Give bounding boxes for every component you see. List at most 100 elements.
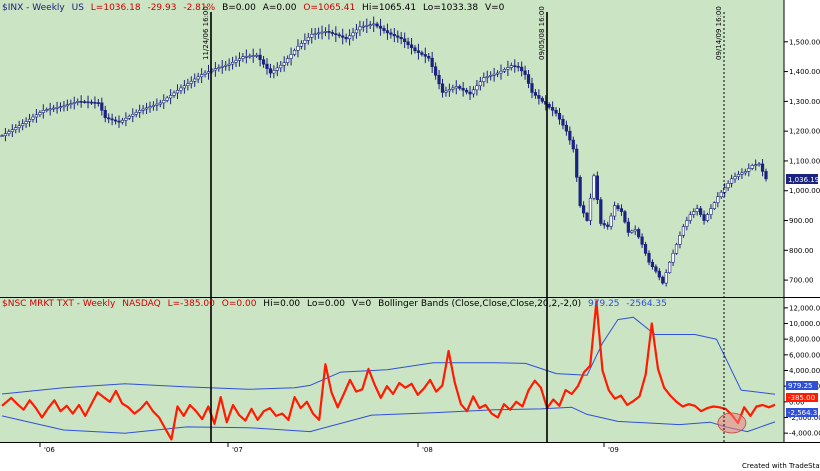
price-y-tick-label: 1,300.00 bbox=[789, 98, 820, 106]
price-candle-body bbox=[609, 215, 613, 227]
price-candle-body bbox=[657, 270, 661, 278]
price-candle-body bbox=[444, 90, 448, 93]
price-candle-body bbox=[7, 131, 11, 134]
price-candle-body bbox=[440, 83, 445, 93]
price-candle-body bbox=[513, 65, 517, 67]
price-candle-body bbox=[317, 32, 321, 35]
price-candle-body bbox=[323, 31, 328, 33]
price-candle-body bbox=[38, 112, 42, 116]
price-candle-body bbox=[58, 106, 63, 108]
price-candle-body bbox=[296, 45, 300, 51]
price-candle-body bbox=[754, 164, 758, 166]
price-candle-body bbox=[14, 127, 18, 130]
x-tick-label: '09 bbox=[608, 446, 619, 454]
price-candle-body bbox=[712, 202, 716, 209]
price-candle-body bbox=[699, 208, 703, 215]
price-candle-body bbox=[193, 78, 197, 82]
price-candle-body bbox=[358, 26, 362, 31]
price-candle-body bbox=[688, 214, 692, 221]
price-candle-body bbox=[69, 103, 73, 106]
price-candle-body bbox=[361, 25, 365, 28]
price-candle-body bbox=[523, 70, 527, 75]
price-candle-body bbox=[630, 230, 634, 233]
osc-upper-tag bbox=[786, 381, 818, 390]
price-candle-body bbox=[158, 102, 162, 105]
price-candle-body bbox=[716, 196, 720, 203]
price-candle-body bbox=[234, 60, 238, 63]
price-candle-body bbox=[292, 50, 297, 55]
price-candle-body bbox=[403, 38, 407, 43]
price-candle-body bbox=[251, 55, 255, 57]
price-candle-body bbox=[678, 235, 682, 245]
price-candle-body bbox=[557, 112, 562, 120]
price-candle-body bbox=[127, 115, 131, 119]
osc-study-name: Bollinger Bands (Close,Close,Close,20,2,… bbox=[378, 299, 581, 309]
price-candle-body bbox=[385, 30, 390, 34]
x-tick-label: '07 bbox=[232, 446, 243, 454]
osc-y-tick-label: 12,000.00 bbox=[789, 304, 820, 312]
price-candle-body bbox=[24, 121, 28, 125]
price-candle-body bbox=[179, 87, 183, 91]
price-candle-body bbox=[347, 35, 352, 40]
price-candle-body bbox=[34, 114, 39, 118]
osc-lower-tag bbox=[786, 408, 818, 417]
price-candle-body bbox=[155, 103, 159, 106]
price-candle-body bbox=[175, 90, 180, 94]
price-candle-body bbox=[427, 56, 431, 59]
price-candle-body bbox=[434, 66, 438, 76]
price-candle-body bbox=[21, 123, 25, 126]
price-candle-body bbox=[182, 85, 186, 89]
osc-open: O=0.00 bbox=[222, 299, 257, 309]
price-y-tick-label: 1,400.00 bbox=[789, 68, 820, 76]
osc-high: Hi=0.00 bbox=[263, 299, 300, 309]
price-candle-body bbox=[733, 176, 737, 180]
price-candle-body bbox=[162, 100, 166, 104]
price-candle-body bbox=[633, 229, 637, 232]
price-candle-body bbox=[378, 25, 383, 29]
price-candle-body bbox=[747, 168, 751, 172]
price-ask: A=0.00 bbox=[263, 3, 297, 13]
oscillator-line bbox=[1, 300, 776, 441]
event-line-label: 11/24/06 16:00 bbox=[202, 6, 210, 60]
price-candle-body bbox=[52, 107, 56, 110]
price-candle-body bbox=[107, 117, 111, 120]
price-candle-body bbox=[637, 229, 641, 238]
price-candle-body bbox=[561, 118, 565, 126]
price-candle-body bbox=[526, 74, 531, 84]
price-candle-body bbox=[606, 224, 610, 227]
price-y-axis: 700.00 800.00 900.00 1,000.00 1,100.00 1,200.… bbox=[784, 38, 820, 285]
price-candle-body bbox=[41, 110, 45, 113]
price-candle-body bbox=[430, 57, 434, 68]
price-y-tick-label: 900.00 bbox=[789, 217, 814, 225]
price-candle-body bbox=[45, 109, 49, 111]
osc-lower-value: -2564.35 bbox=[626, 299, 666, 309]
osc-y-tick-label: 0.00 bbox=[789, 398, 805, 406]
price-candle-body bbox=[330, 32, 334, 34]
price-change: -29.93 bbox=[147, 3, 176, 13]
price-candle-body bbox=[124, 117, 128, 121]
price-candle-body bbox=[200, 74, 204, 78]
price-candle-body bbox=[206, 71, 211, 74]
price-candle-body bbox=[151, 105, 156, 107]
price-candle-body bbox=[131, 113, 135, 117]
price-y-tick-label: 1,100.00 bbox=[789, 157, 820, 165]
price-candle-body bbox=[760, 163, 765, 172]
price-candle-body bbox=[344, 37, 348, 40]
price-candle-body bbox=[506, 67, 510, 70]
price-candle-body bbox=[502, 69, 507, 72]
price-last-tag-label: 1,036.19 bbox=[788, 176, 819, 184]
price-candle-body bbox=[3, 133, 8, 136]
event-line-label: 09/05/08 16:00 bbox=[538, 6, 546, 60]
price-candle-body bbox=[509, 65, 513, 68]
price-candle-body bbox=[409, 44, 414, 49]
price-candle-body bbox=[110, 118, 114, 121]
price-candle-body bbox=[62, 105, 66, 108]
x-tick-label: '08 bbox=[422, 446, 433, 454]
price-candle-body bbox=[169, 95, 173, 99]
price-bid: B=0.00 bbox=[222, 3, 256, 13]
price-candle-body bbox=[485, 76, 489, 78]
price-y-tick-label: 1,000.00 bbox=[789, 187, 820, 195]
price-candle-body bbox=[547, 104, 551, 108]
price-candle-body bbox=[0, 135, 4, 137]
